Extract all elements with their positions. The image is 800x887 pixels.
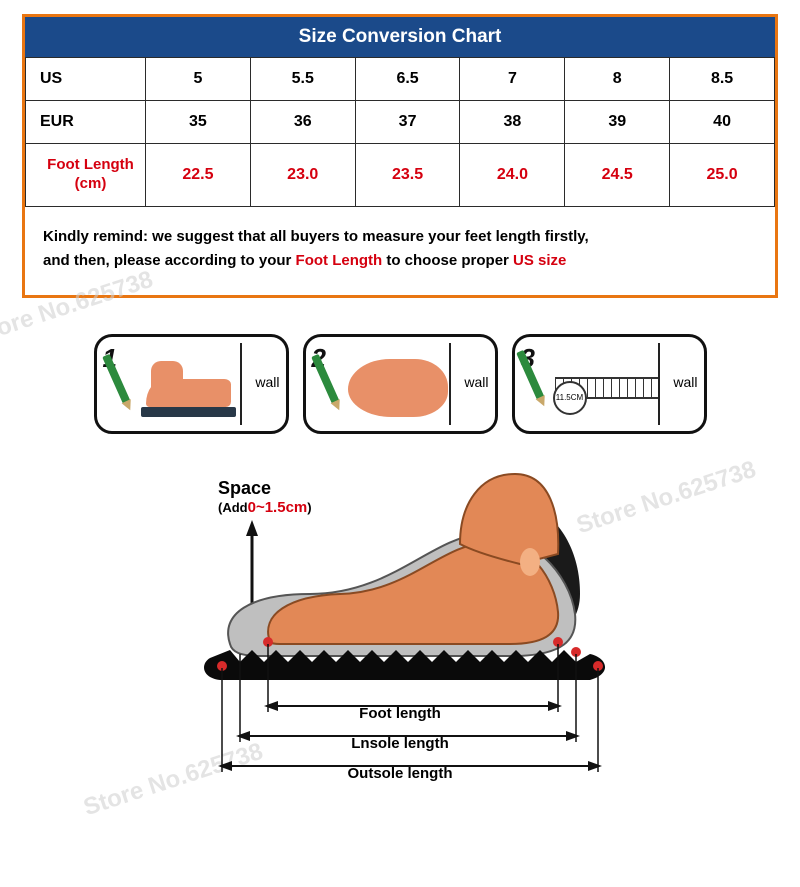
remind-prefix: Kindly remind:	[43, 228, 148, 245]
measure-infographic: Store No.625738 1 wall 2 wall 3 11.5CM w…	[0, 334, 800, 824]
hl-foot-length: Foot Length	[296, 252, 383, 269]
foot-length-label: Foot Length(cm)	[47, 156, 134, 192]
measure-steps: 1 wall 2 wall 3 11.5CM wall	[80, 334, 720, 434]
row-label: EUR	[26, 101, 146, 144]
shoe-diagram: Store No.625738 Store No.625738 Space (A…	[160, 444, 640, 784]
wall-label: wall	[464, 374, 488, 390]
wall-label: wall	[255, 374, 279, 390]
foot-side-icon	[141, 362, 236, 417]
table-row: Foot Length(cm) 22.5 23.0 23.5 24.0 24.5…	[26, 144, 775, 207]
step-2: 2 wall	[303, 334, 498, 434]
table-row: EUR 35 36 37 38 39 40	[26, 101, 775, 144]
dim-foot-length: Foot length	[160, 705, 640, 722]
wall-line	[449, 343, 451, 425]
foot-top-icon	[348, 359, 448, 417]
dim-insole-length: Lnsole length	[160, 735, 640, 752]
wall-label: wall	[673, 374, 697, 390]
size-table: US 5 5.5 6.5 7 8 8.5 EUR 35 36 37 38 39 …	[25, 57, 775, 207]
dim-outsole-length: Outsole length	[160, 765, 640, 782]
step-1: 1 wall	[94, 334, 289, 434]
shoe-svg	[160, 444, 640, 784]
row-label: Foot Length(cm)	[26, 144, 146, 207]
chart-title: Size Conversion Chart	[25, 17, 775, 57]
remind-text: Kindly remind: we suggest that all buyer…	[25, 207, 775, 295]
row-label: US	[26, 58, 146, 101]
size-chart-box: Size Conversion Chart US 5 5.5 6.5 7 8 8…	[22, 14, 778, 298]
ruler-reading: 11.5CM	[553, 381, 587, 415]
table-row: US 5 5.5 6.5 7 8 8.5	[26, 58, 775, 101]
hl-us-size: US size	[513, 252, 566, 269]
wall-line	[658, 343, 660, 425]
wall-line	[240, 343, 242, 425]
step-3: 3 11.5CM wall	[512, 334, 707, 434]
